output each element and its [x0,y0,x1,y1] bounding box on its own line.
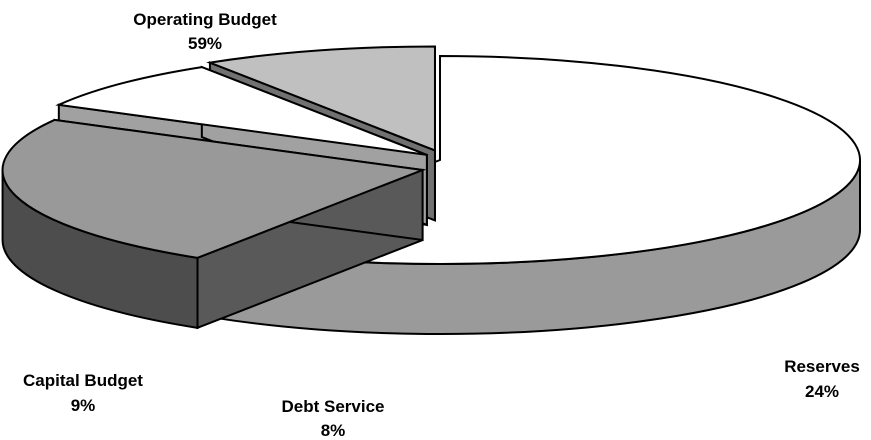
label-capital-budget-pct: 9% [71,396,96,415]
slice-top-debt-service [55,66,428,156]
label-capital-budget-name: Capital Budget [23,371,143,390]
label-debt-service-name: Debt Service [282,397,385,416]
label-operating-budget-name: Operating Budget [133,10,277,29]
label-debt-service-pct: 8% [321,421,346,440]
label-reserves-pct: 24% [805,382,839,401]
label-operating-budget-pct: 59% [188,34,222,53]
slice-top-capital-budget [206,45,436,152]
slice-top-reserves [1,118,427,259]
pie-labels: Operating Budget 59% Reserves 24% Debt S… [23,10,860,440]
label-reserves-name: Reserves [784,357,860,376]
slice-reserves [1,118,427,330]
pie-slices [1,45,861,335]
